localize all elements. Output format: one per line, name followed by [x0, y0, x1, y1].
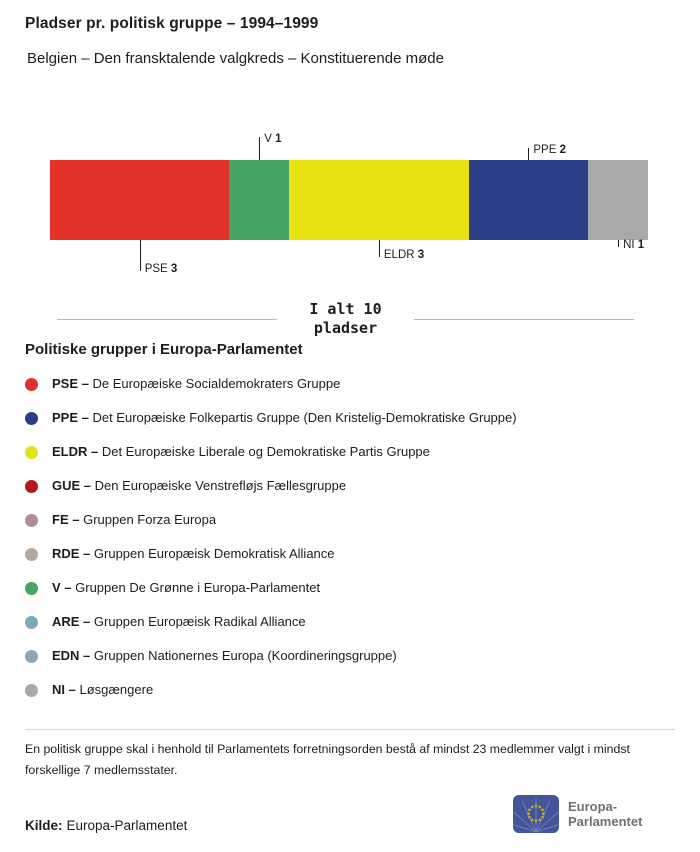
legend-dot-gue — [25, 479, 38, 493]
callout-label-ppe: PPE 2 — [533, 144, 567, 156]
callout-ppe: PPE 2 — [528, 144, 566, 160]
legend-item-ni: NI – Løsgængere — [25, 673, 675, 707]
legend-item-eldr: ELDR – Det Europæiske Liberale og Demokr… — [25, 435, 675, 469]
legend-dot-are — [25, 615, 38, 629]
legend-dot-eldr — [25, 445, 38, 459]
legend-label-fe: FE – Gruppen Forza Europa — [52, 512, 217, 527]
footer-divider — [25, 729, 675, 730]
callout-label-pse: PSE 3 — [144, 263, 178, 275]
callout-label-ni: NI 1 — [623, 239, 645, 251]
total-rule-right — [413, 318, 634, 320]
legend-label-ppe: PPE – Det Europæiske Folkepartis Gruppe … — [52, 410, 517, 425]
legend-item-are: ARE – Gruppen Europæisk Radikal Alliance — [25, 605, 675, 639]
legend-title: Politiske grupper i Europa-Parlamentet — [25, 341, 303, 358]
bar-segment-eldr — [289, 160, 469, 240]
bar-segment-pse — [50, 160, 230, 240]
source-label: Kilde: — [25, 818, 63, 833]
legend-label-are: ARE – Gruppen Europæisk Radikal Alliance — [52, 614, 306, 629]
source-line: Kilde: Europa-Parlamentet — [25, 818, 187, 833]
page-title: Pladser pr. politisk gruppe – 1994–1999 — [25, 15, 319, 32]
legend-item-ppe: PPE – Det Europæiske Folkepartis Gruppe … — [25, 401, 675, 435]
page-subtitle: Belgien – Den fransktalende valgkreds – … — [27, 50, 444, 67]
legend-dot-rde — [25, 547, 38, 561]
ep-logo-text: Europa- Parlamentet — [568, 799, 642, 829]
total-rule-left — [57, 318, 278, 320]
footnote: En politisk gruppe skal i henhold til Pa… — [25, 742, 630, 777]
ep-logo-icon — [513, 795, 559, 833]
legend-dot-v — [25, 581, 38, 595]
source-value: Europa-Parlamentet — [66, 818, 188, 833]
bar-segment-ni — [588, 160, 648, 240]
total-seats-label: I alt 10 pladser — [309, 300, 381, 338]
legend-dot-ni — [25, 683, 38, 697]
legend-item-gue: GUE – Den Europæiske Venstrefløjs Fælles… — [25, 469, 675, 503]
ep-logo-text-line1: Europa- — [568, 799, 618, 814]
callout-pse: PSE 3 — [139, 240, 177, 275]
legend-item-fe: FE – Gruppen Forza Europa — [25, 503, 675, 537]
legend-dot-edn — [25, 649, 38, 663]
legend-label-ni: NI – Løsgængere — [52, 682, 154, 697]
bar-segment-v — [229, 160, 290, 240]
legend-dot-fe — [25, 513, 38, 527]
legend-label-rde: RDE – Gruppen Europæisk Demokratisk Alli… — [52, 546, 335, 561]
stacked-bar — [50, 160, 648, 240]
legend: PSE – De Europæiske Socialdemokraters Gr… — [25, 367, 675, 707]
bar-segment-ppe — [468, 160, 589, 240]
callout-label-v: V 1 — [264, 133, 282, 145]
legend-label-gue: GUE – Den Europæiske Venstrefløjs Fælles… — [52, 478, 347, 493]
ep-logo: Europa- Parlamentet — [513, 795, 642, 833]
total-line2: pladser — [313, 319, 378, 337]
total-line1: I alt 10 — [309, 300, 382, 318]
seats-stacked-bar-chart: PSE 3 V 1 ELDR 3 PPE 2 NI 1 — [50, 125, 648, 287]
legend-item-edn: EDN – Gruppen Nationernes Europa (Koordi… — [25, 639, 675, 673]
legend-label-edn: EDN – Gruppen Nationernes Europa (Koordi… — [52, 648, 397, 663]
callout-ni: NI 1 — [618, 239, 644, 251]
total-seats-row: I alt 10 pladser — [57, 300, 634, 338]
legend-label-pse: PSE – De Europæiske Socialdemokraters Gr… — [52, 376, 341, 391]
legend-dot-ppe — [25, 411, 38, 425]
ep-logo-text-line2: Parlamentet — [568, 814, 643, 829]
callout-v: V 1 — [259, 133, 282, 160]
callout-label-eldr: ELDR 3 — [383, 249, 425, 261]
legend-dot-pse — [25, 377, 38, 391]
legend-item-rde: RDE – Gruppen Europæisk Demokratisk Alli… — [25, 537, 675, 571]
callout-eldr: ELDR 3 — [378, 240, 424, 261]
legend-label-eldr: ELDR – Det Europæiske Liberale og Demokr… — [52, 444, 430, 459]
legend-label-v: V – Gruppen De Grønne i Europa-Parlament… — [52, 580, 321, 595]
legend-item-pse: PSE – De Europæiske Socialdemokraters Gr… — [25, 367, 675, 401]
ep-logo-hemicycle-lines — [513, 798, 559, 833]
legend-item-v: V – Gruppen De Grønne i Europa-Parlament… — [25, 571, 675, 605]
